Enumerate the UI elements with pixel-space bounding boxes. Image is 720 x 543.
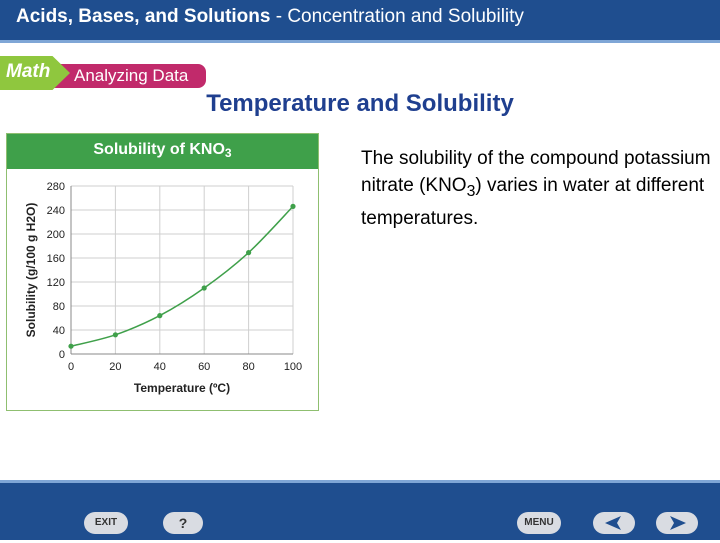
y-tick-label: 120 <box>47 277 65 289</box>
chart-title-bar: Solubility of KNO3 <box>7 134 318 169</box>
data-point <box>157 313 163 319</box>
y-tick-label: 80 <box>53 301 65 313</box>
badge-analyzing-data: Analyzing Data <box>36 64 206 88</box>
data-point <box>246 250 252 256</box>
y-tick-label: 160 <box>47 253 65 265</box>
math-analyzing-data-badge: Analyzing Data Math <box>0 56 210 90</box>
description-subscript: 3 <box>466 182 476 200</box>
y-tick-label: 40 <box>53 325 65 337</box>
x-tick-label: 40 <box>154 361 166 373</box>
left-arrow-icon <box>605 516 621 530</box>
header-bar: Acids, Bases, and Solutions - Concentrat… <box>0 0 720 40</box>
data-point <box>68 343 74 349</box>
x-axis-label: Temperature (ºC) <box>134 381 230 395</box>
y-tick-label: 0 <box>59 349 65 361</box>
exit-button[interactable]: EXIT <box>84 512 128 534</box>
data-point <box>201 285 207 291</box>
x-tick-label: 60 <box>198 361 210 373</box>
right-arrow-icon <box>670 516 686 530</box>
badge-right-label: Analyzing Data <box>74 66 189 85</box>
description-after: ) varies in water at different temperatu… <box>361 175 705 229</box>
y-axis-label: Solubility (g/100 g H2O) <box>24 203 38 338</box>
header-divider <box>0 40 720 43</box>
solubility-chart: 0 40 80 120 160 200 240 280 0 20 40 60 80 100 Temperat… <box>24 181 302 395</box>
y-tick-label: 240 <box>47 205 65 217</box>
x-tick-label: 20 <box>109 361 121 373</box>
description-text: The solubility of the compound potassium… <box>361 145 711 232</box>
x-tick-label: 0 <box>68 361 74 373</box>
header-title-bold: Acids, Bases, and Solutions <box>16 6 271 27</box>
prev-button[interactable] <box>593 512 635 534</box>
data-point <box>112 332 118 338</box>
badge-math: Math <box>0 56 70 90</box>
y-tick-label: 200 <box>47 229 65 241</box>
badge-left-label: Math <box>6 61 51 82</box>
y-tick-label: 280 <box>47 181 65 193</box>
data-point <box>290 203 296 209</box>
chart-title: Solubility of KNO3 <box>93 141 232 160</box>
footer-divider <box>0 480 720 483</box>
help-button[interactable]: ? <box>163 512 203 534</box>
header-title: Acids, Bases, and Solutions - Concentrat… <box>16 6 524 28</box>
chart-panel: Solubility of KNO3 0 40 80 120 160 200 240 280 0… <box>6 133 319 411</box>
description-before: The solubility of the compound potassium… <box>361 148 711 196</box>
slide-title: Temperature and Solubility <box>206 90 514 117</box>
menu-button[interactable]: MENU <box>517 512 561 534</box>
x-tick-label: 100 <box>284 361 302 373</box>
series-line <box>70 205 294 347</box>
header-title-rest: - Concentration and Solubility <box>270 6 524 27</box>
next-button[interactable] <box>656 512 698 534</box>
x-tick-label: 80 <box>242 361 254 373</box>
